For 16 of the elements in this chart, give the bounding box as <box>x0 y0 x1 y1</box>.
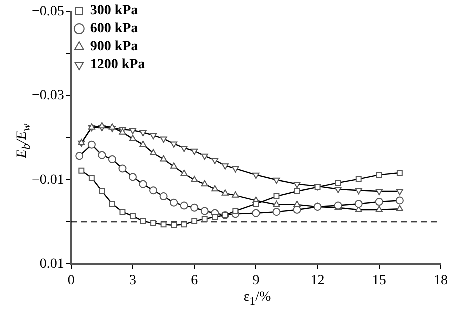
x-tick-label: 6 <box>191 273 198 288</box>
y-tick-label: −0.03 <box>32 88 64 104</box>
x-tick-label: 3 <box>129 273 136 288</box>
x-tick-label: 9 <box>252 273 260 288</box>
y-tick-label: 0.01 <box>40 256 64 272</box>
legend-label: 300 kPa <box>90 4 138 19</box>
x-tick-label: 15 <box>372 273 386 288</box>
legend-label: 600 kPa <box>90 22 138 37</box>
x-tick-label: 0 <box>68 273 75 288</box>
x-tick-label: 18 <box>434 273 448 288</box>
legend-label: 900 kPa <box>90 40 138 55</box>
y-tick-label: −0.05 <box>32 4 64 20</box>
x-axis-title: ε$_{1}$/% <box>242 290 272 308</box>
y-tick-label: −0.01 <box>32 172 64 188</box>
legend-label: 1200 kPa <box>90 58 146 73</box>
x-tick-label: 12 <box>310 273 325 288</box>
